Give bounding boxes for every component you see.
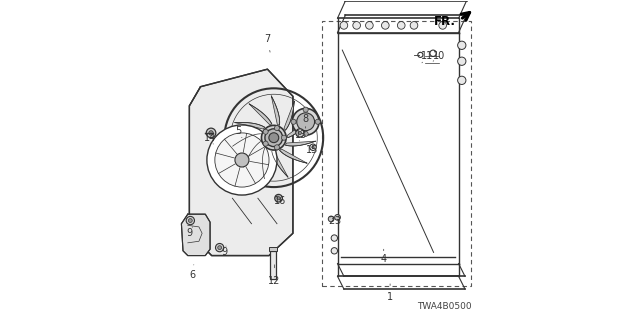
Polygon shape (235, 123, 265, 129)
Circle shape (430, 50, 436, 56)
Text: 5: 5 (236, 126, 242, 136)
Text: 16: 16 (274, 196, 286, 206)
Circle shape (340, 21, 348, 29)
Circle shape (458, 41, 466, 50)
Bar (269, 247, 277, 251)
Text: FR.: FR. (435, 15, 456, 28)
Text: 9: 9 (186, 228, 193, 238)
Circle shape (265, 129, 283, 147)
Text: 9: 9 (221, 247, 227, 257)
Text: 10: 10 (433, 52, 445, 61)
Text: 4: 4 (381, 254, 387, 264)
Circle shape (303, 107, 308, 112)
Circle shape (458, 76, 466, 84)
Circle shape (418, 52, 423, 57)
Text: 13: 13 (295, 130, 307, 140)
Circle shape (282, 135, 287, 140)
Text: 2: 2 (328, 216, 334, 226)
Circle shape (291, 119, 296, 124)
Circle shape (275, 195, 282, 202)
Text: 1: 1 (387, 292, 393, 302)
Circle shape (316, 119, 320, 124)
Text: 8: 8 (303, 114, 308, 124)
Circle shape (298, 131, 301, 134)
Circle shape (303, 131, 308, 136)
Circle shape (188, 219, 192, 222)
Polygon shape (272, 151, 288, 177)
Circle shape (218, 246, 221, 250)
Polygon shape (233, 134, 260, 146)
Text: TWA4B0500: TWA4B0500 (417, 302, 471, 311)
Text: 3: 3 (335, 216, 340, 226)
Circle shape (277, 197, 280, 200)
Text: 6: 6 (189, 270, 196, 280)
Circle shape (215, 133, 269, 187)
Circle shape (186, 216, 195, 225)
Circle shape (297, 113, 315, 131)
Circle shape (397, 21, 405, 29)
Circle shape (331, 235, 337, 241)
Polygon shape (189, 69, 293, 256)
Circle shape (292, 108, 319, 135)
Circle shape (275, 125, 280, 131)
Circle shape (410, 21, 418, 29)
Circle shape (310, 144, 316, 150)
Circle shape (263, 129, 268, 134)
Circle shape (365, 21, 373, 29)
Circle shape (275, 145, 280, 150)
Polygon shape (181, 214, 210, 256)
Circle shape (263, 141, 268, 146)
Polygon shape (287, 118, 311, 138)
Circle shape (296, 129, 304, 137)
Circle shape (206, 128, 216, 138)
Circle shape (209, 131, 213, 135)
Circle shape (439, 21, 447, 29)
Bar (269, 251, 276, 279)
Polygon shape (285, 141, 316, 146)
Circle shape (458, 57, 466, 65)
Bar (321, 21, 471, 286)
Circle shape (269, 133, 279, 143)
Text: 7: 7 (264, 34, 271, 44)
Text: 15: 15 (306, 146, 318, 156)
Polygon shape (262, 148, 267, 179)
Text: 12: 12 (268, 276, 280, 286)
Polygon shape (280, 149, 307, 163)
Text: 11: 11 (420, 52, 433, 61)
Polygon shape (244, 141, 261, 167)
Text: 14: 14 (204, 133, 216, 143)
Circle shape (335, 214, 340, 220)
Polygon shape (284, 101, 294, 130)
Circle shape (216, 244, 224, 252)
Circle shape (207, 125, 277, 195)
Circle shape (312, 146, 314, 148)
Circle shape (331, 248, 337, 254)
Circle shape (328, 216, 334, 222)
Polygon shape (271, 96, 280, 125)
Circle shape (381, 21, 389, 29)
Circle shape (235, 153, 249, 167)
Circle shape (353, 21, 360, 29)
Circle shape (262, 125, 286, 150)
Polygon shape (249, 104, 272, 124)
